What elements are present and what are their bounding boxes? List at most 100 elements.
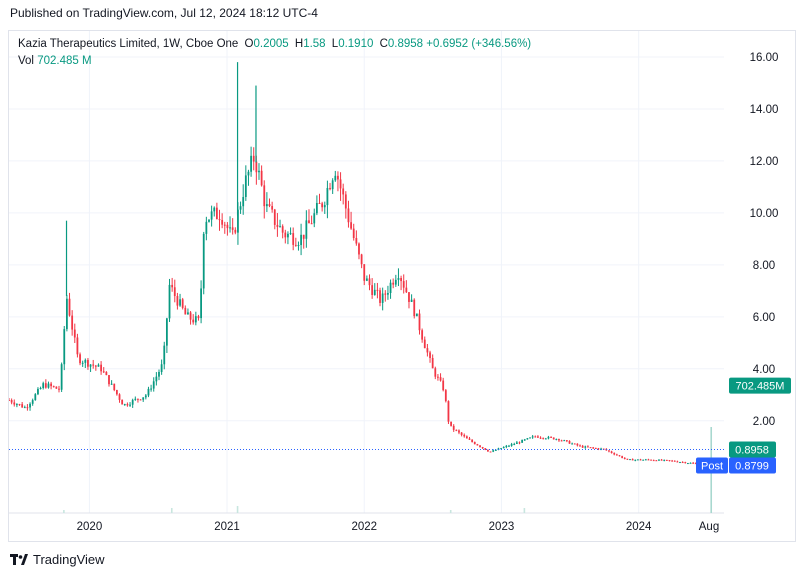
candle-body	[315, 202, 318, 214]
candle-body	[352, 228, 355, 239]
post-session-tag	[696, 457, 728, 474]
candle-body	[142, 397, 145, 400]
y-axis-tick-label: 2.00	[753, 416, 775, 428]
candle-body	[629, 459, 631, 461]
candle-body	[550, 436, 552, 438]
candle-body	[163, 345, 166, 365]
last-price-tag	[729, 441, 776, 458]
candle-body	[223, 224, 226, 226]
candle-body	[363, 264, 366, 281]
candle-body	[563, 440, 566, 442]
candle-body	[231, 227, 234, 230]
candle-body	[179, 299, 181, 306]
candle-body	[221, 220, 224, 225]
candle-body	[552, 437, 555, 440]
candle-body	[110, 383, 113, 385]
candle-body	[387, 293, 389, 295]
legend-low-label: L	[331, 38, 339, 50]
candle-body	[468, 438, 471, 440]
legend-vol-value: 702.485 M	[37, 55, 92, 67]
legend-close-value: 0.8958	[387, 38, 424, 50]
candle-body	[339, 179, 342, 189]
candle-body	[192, 319, 195, 323]
candle-body	[189, 312, 192, 320]
candle-body	[313, 213, 316, 224]
x-axis-tick-label: 2020	[77, 521, 103, 533]
candle-body	[644, 459, 647, 461]
candle-body	[423, 339, 426, 349]
post-price-tag-text: 0.8799	[735, 460, 769, 472]
candle-body	[194, 316, 197, 323]
candle-body	[665, 459, 668, 461]
candle-body	[355, 238, 358, 244]
candle-body	[160, 364, 163, 372]
candle-body	[13, 402, 16, 405]
candle-body	[39, 387, 42, 389]
candle-body	[471, 439, 474, 442]
candle-body	[134, 398, 137, 400]
candle-body	[263, 185, 266, 207]
candle-body	[421, 330, 424, 340]
candle-body	[431, 357, 434, 369]
candle-body	[252, 155, 255, 162]
candle-body	[289, 233, 292, 235]
candle-body	[102, 371, 105, 373]
legend-open-label: O	[244, 38, 254, 50]
candle-body	[634, 459, 637, 461]
candle-body	[92, 364, 95, 366]
candle-body	[255, 161, 258, 173]
y-axis-tick-label: 14.00	[750, 104, 779, 116]
candle-body	[234, 229, 237, 233]
candle-body	[687, 463, 689, 465]
candle-body	[329, 187, 331, 190]
candle-body	[571, 443, 574, 445]
legend-volume-row: Vol 702.485 M	[18, 53, 531, 70]
candle-body	[658, 459, 660, 461]
candle-body	[305, 220, 308, 239]
candle-body	[168, 284, 171, 319]
candle-body	[208, 219, 210, 222]
candle-body	[65, 298, 68, 330]
footer-brand-text[interactable]: TradingView	[33, 552, 105, 567]
candle-body	[358, 243, 360, 255]
candle-body	[247, 171, 250, 176]
post-session-tag-text: Post	[701, 460, 723, 472]
candle-body	[297, 245, 300, 247]
candle-body	[284, 232, 287, 238]
candle-body	[100, 364, 103, 372]
candle-body	[173, 287, 176, 297]
candle-body	[260, 170, 263, 186]
legend-symbol[interactable]: Kazia Therapeutics Limited, 1W, Cboe One	[18, 38, 239, 50]
price-chart[interactable]: 2.00 4.00 6.00 8.00 10.00 12.00 14.00 16.00 2020…	[9, 31, 797, 543]
candle-body	[213, 207, 216, 212]
candle-body	[452, 425, 455, 430]
candle-body	[158, 371, 160, 377]
chart-legend: Kazia Therapeutics Limited, 1W, Cboe One…	[18, 36, 531, 70]
candle-body	[79, 354, 81, 364]
candle-body	[237, 209, 239, 233]
candle-body	[81, 362, 84, 364]
candle-body	[402, 281, 405, 288]
candle-body	[618, 455, 621, 457]
candle-body	[31, 400, 34, 404]
candle-body	[413, 299, 416, 317]
candle-body	[558, 438, 560, 441]
y-axis-tick-label: 4.00	[753, 364, 775, 376]
candle-body	[144, 395, 147, 398]
candle-body	[271, 206, 274, 210]
candle-body	[139, 399, 142, 401]
volume-tag	[729, 377, 791, 394]
candle-body	[394, 279, 397, 285]
candle-body	[615, 454, 618, 456]
candle-body	[489, 451, 492, 453]
candle-body	[23, 407, 26, 409]
tradingview-logo-icon[interactable]	[10, 553, 28, 566]
candle-body	[444, 390, 447, 402]
published-caption: Published on TradingView.com, Jul 12, 20…	[10, 6, 318, 20]
candle-body	[479, 445, 481, 448]
legend-close-label: C	[379, 38, 388, 50]
volume-bar	[236, 506, 239, 513]
candle-body	[513, 443, 516, 445]
candle-body	[681, 462, 684, 464]
candle-body	[113, 383, 116, 391]
